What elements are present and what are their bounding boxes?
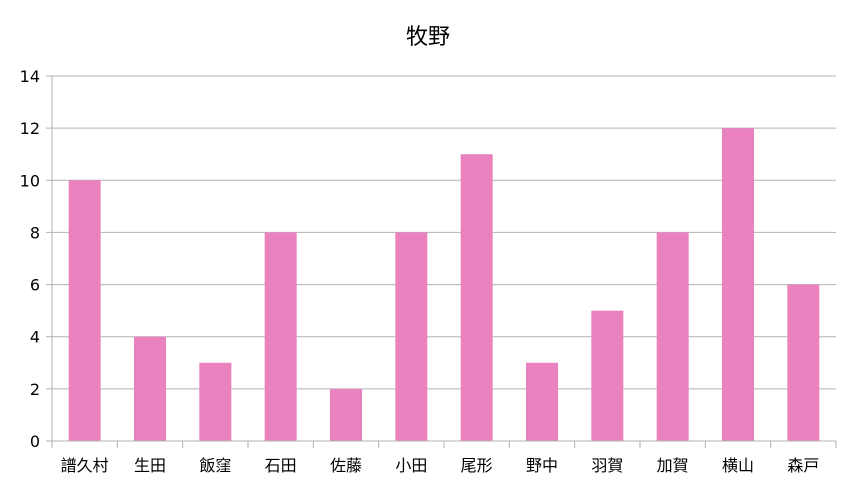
bar-2	[199, 362, 232, 441]
x-tick-label-7: 野中	[526, 456, 558, 475]
bar-7	[525, 362, 559, 441]
x-tick-label-10: 横山	[722, 456, 754, 475]
y-tick-label-4: 8	[30, 223, 40, 242]
y-tick-label-7: 14	[20, 67, 40, 86]
x-tick-label-3: 石田	[265, 456, 297, 475]
y-tick-label-6: 12	[20, 119, 40, 138]
x-tick-label-4: 佐藤	[330, 456, 362, 475]
x-tick-label-1: 生田	[134, 456, 166, 475]
bar-11	[787, 284, 820, 441]
x-tick-label-9: 加賀	[657, 456, 689, 475]
y-tick-labels: 0 2 4 6 8 10 12 14	[20, 67, 40, 451]
x-tick-label-0: 譜久村	[61, 456, 109, 475]
x-tick-label-8: 羽賀	[591, 456, 623, 475]
bar-0	[68, 180, 101, 442]
bar-6	[460, 154, 493, 441]
bar-10	[721, 128, 755, 441]
x-tick-labels: 譜久村 生田 飯窪 石田 佐藤 小田 尾形 野中 羽賀 加賀 横山 森戸	[61, 456, 820, 475]
gridlines	[52, 75, 836, 390]
bar-3	[264, 232, 297, 441]
y-tick-label-3: 6	[30, 276, 40, 295]
bars	[68, 128, 820, 442]
bar-4	[329, 388, 363, 441]
bar-9	[656, 232, 689, 441]
x-tick-label-6: 尾形	[461, 456, 493, 475]
y-tick-label-5: 10	[20, 171, 40, 190]
axes	[46, 75, 837, 448]
bar-1	[133, 336, 167, 441]
x-tick-label-2: 飯窪	[199, 456, 231, 475]
y-tick-label-2: 4	[30, 328, 40, 347]
x-tick-label-5: 小田	[395, 456, 427, 475]
bar-8	[591, 310, 624, 441]
bar-5	[395, 232, 428, 441]
y-tick-label-1: 2	[30, 380, 40, 399]
x-tick-label-11: 森戸	[787, 456, 819, 475]
y-tick-label-0: 0	[30, 432, 40, 451]
chart-title: 牧野	[406, 25, 450, 50]
